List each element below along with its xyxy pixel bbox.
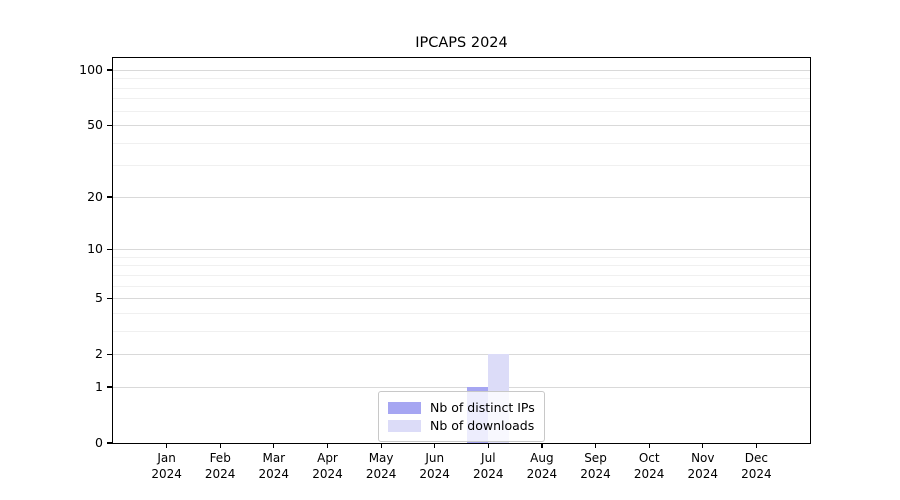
y-gridline-minor xyxy=(113,110,810,112)
y-tick-mark xyxy=(107,248,112,250)
y-gridline-minor xyxy=(113,274,810,276)
y-tick-label: 2 xyxy=(95,346,103,362)
x-tick-mark xyxy=(487,443,489,448)
axes-spines xyxy=(112,57,811,444)
y-gridline-minor xyxy=(113,78,810,80)
y-tick-label: 10 xyxy=(87,241,103,257)
y-gridline-minor xyxy=(113,98,810,100)
y-tick-mark xyxy=(107,353,112,355)
legend-entry-distinct-ips: Nb of distinct IPs xyxy=(388,399,535,416)
x-tick-mark xyxy=(273,443,275,448)
legend-swatch-downloads xyxy=(388,419,421,432)
y-gridline-major xyxy=(113,249,810,251)
y-tick-mark xyxy=(107,442,112,444)
y-gridline-minor xyxy=(113,285,810,287)
y-tick-mark xyxy=(107,196,112,198)
x-tick-label: Mar 2024 xyxy=(258,451,290,481)
y-gridline-major xyxy=(113,196,810,198)
y-gridline-minor xyxy=(113,165,810,167)
x-tick-label: Dec 2024 xyxy=(741,451,772,481)
y-gridline-major xyxy=(113,354,810,356)
x-tick-label: Jul 2024 xyxy=(473,451,504,481)
y-gridline-major xyxy=(113,298,810,300)
y-tick-label: 100 xyxy=(79,61,103,77)
y-tick-label: 20 xyxy=(87,188,103,204)
chart-title: IPCAPS 2024 xyxy=(415,35,508,51)
x-tick-label: Jan 2024 xyxy=(151,451,182,481)
x-tick-mark xyxy=(755,443,758,448)
x-tick-mark xyxy=(594,443,597,448)
legend-label-downloads: Nb of downloads xyxy=(430,418,535,433)
legend-label-distinct-ips: Nb of distinct IPs xyxy=(430,400,535,415)
legend: Nb of distinct IPs Nb of downloads xyxy=(378,391,545,442)
y-gridline-minor xyxy=(113,265,810,267)
x-tick-label: May 2024 xyxy=(365,451,397,481)
y-gridline-major xyxy=(113,69,810,71)
y-gridline-minor xyxy=(113,330,810,332)
plot-area: Nb of distinct IPs Nb of downloads xyxy=(112,57,811,444)
legend-entry-downloads: Nb of downloads xyxy=(388,417,535,434)
y-gridline-major xyxy=(113,125,810,127)
x-tick-label: Nov 2024 xyxy=(687,451,719,481)
x-tick-mark xyxy=(648,443,650,448)
x-tick-label: Feb 2024 xyxy=(204,451,236,481)
y-gridline-minor xyxy=(113,87,810,89)
x-tick-mark xyxy=(326,443,329,448)
y-tick-mark xyxy=(107,69,112,71)
y-tick-mark xyxy=(107,386,112,388)
y-tick-mark xyxy=(107,297,112,299)
y-tick-label: 1 xyxy=(95,379,103,394)
x-tick-mark xyxy=(434,443,436,448)
x-tick-label: Apr 2024 xyxy=(312,451,343,481)
y-gridline-minor xyxy=(113,256,810,258)
x-tick-mark xyxy=(166,443,168,448)
x-tick-mark xyxy=(219,443,221,448)
x-tick-mark xyxy=(702,443,704,448)
y-tick-label: 50 xyxy=(87,117,103,133)
x-tick-label: Sep 2024 xyxy=(580,451,611,481)
legend-swatch-distinct-ips xyxy=(388,401,421,414)
y-gridline-minor xyxy=(113,142,810,144)
x-tick-label: Oct 2024 xyxy=(633,451,665,481)
y-tick-label: 0 xyxy=(95,435,103,450)
y-gridline-minor xyxy=(113,312,810,314)
y-gridline-major xyxy=(113,387,810,388)
y-tick-label: 5 xyxy=(95,290,103,306)
x-tick-mark xyxy=(380,443,382,448)
y-tick-mark xyxy=(107,124,112,126)
x-tick-label: Jun 2024 xyxy=(419,451,450,481)
x-tick-label: Aug 2024 xyxy=(526,451,558,481)
x-tick-mark xyxy=(541,443,543,448)
